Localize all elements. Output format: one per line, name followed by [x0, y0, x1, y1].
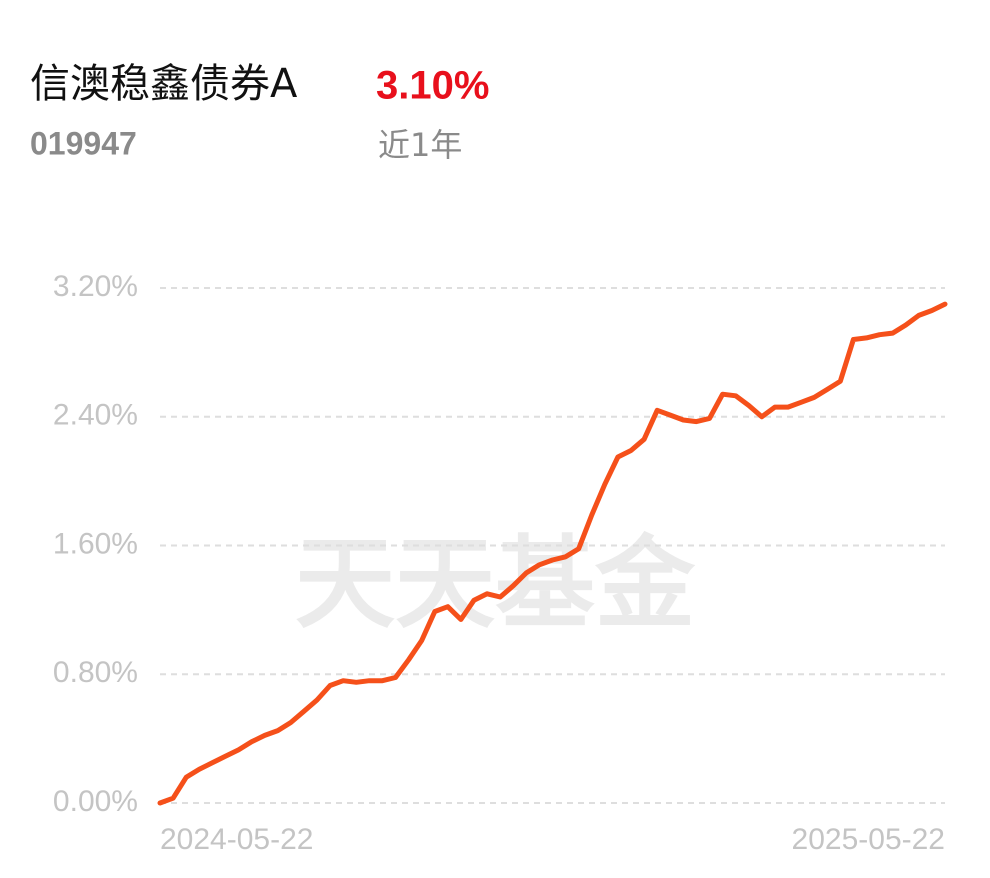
- fund-name: 信澳稳鑫债券A: [30, 61, 298, 107]
- fund-code: 019947: [30, 125, 137, 161]
- y-tick-label: 0.80%: [53, 656, 138, 689]
- x-tick-label: 2024-05-22: [160, 823, 313, 856]
- x-tick-label: 2025-05-22: [792, 823, 945, 856]
- y-tick-label: 3.20%: [53, 270, 138, 303]
- y-tick-label: 1.60%: [53, 527, 138, 560]
- y-tick-label: 0.00%: [53, 785, 138, 818]
- y-tick-label: 2.40%: [53, 399, 138, 432]
- data-line: [157, 301, 948, 806]
- period-label: 近1年: [378, 126, 462, 164]
- return-value: 3.10%: [376, 64, 489, 108]
- watermark: 天天基金: [295, 524, 696, 642]
